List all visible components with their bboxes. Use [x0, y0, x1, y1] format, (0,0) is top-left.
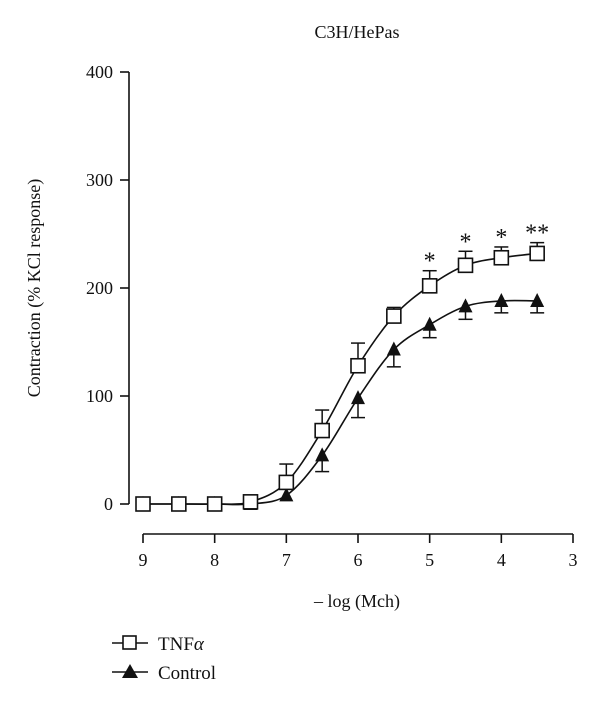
- legend-triangle-marker: [122, 664, 138, 678]
- significance-markers: ** * **: [424, 221, 550, 275]
- legend-square-marker: [122, 635, 137, 650]
- chart-title: C3H/HePas: [315, 22, 400, 42]
- y-tick-label: 400: [86, 62, 113, 82]
- y-tick-label: 200: [86, 278, 113, 298]
- legend-tnf-label: TNFα: [158, 634, 205, 655]
- data-point-square: [278, 474, 295, 491]
- data-point-square: [206, 496, 223, 512]
- series-tnf-line: [143, 252, 538, 505]
- x-tick-label: 8: [210, 550, 219, 570]
- data-point-square: [135, 496, 151, 512]
- y-axis-label: Contraction (% KCl response): [24, 179, 45, 397]
- y-tick-label: 300: [86, 170, 113, 190]
- x-axis-label: – log (Mch): [313, 591, 400, 612]
- data-point-square: [242, 494, 259, 510]
- data-point-triangle: [494, 292, 509, 307]
- y-tick-label: 100: [86, 386, 113, 406]
- data-point-square: [493, 249, 510, 266]
- data-point-square: [421, 278, 438, 294]
- data-point-square: [457, 257, 474, 274]
- data-point-triangle: [279, 487, 294, 502]
- data-point-square: [386, 308, 402, 324]
- x-tick-label: 3: [569, 550, 578, 570]
- series-tnf: [135, 241, 545, 512]
- x-tick-label: 7: [282, 550, 291, 570]
- y-tick-label: 0: [104, 494, 113, 514]
- series-control-line: [143, 299, 538, 506]
- data-point-square: [350, 357, 366, 374]
- data-point-square: [314, 422, 330, 439]
- legend-control-label: Control: [158, 663, 216, 684]
- series-layer: [135, 241, 545, 512]
- data-point-triangle: [422, 316, 437, 331]
- significance-star: *: [460, 229, 472, 255]
- legend: TNFα Control: [112, 634, 216, 684]
- data-point-triangle: [530, 292, 545, 307]
- significance-star: *: [424, 249, 436, 275]
- ticks: 0 100 200 300 400 9 8 7 6 5 4 3: [86, 62, 578, 570]
- data-point-triangle: [386, 341, 401, 356]
- data-point-triangle: [315, 447, 330, 462]
- data-point-square: [529, 245, 545, 262]
- x-tick-label: 6: [354, 550, 363, 570]
- data-point-triangle: [351, 390, 365, 405]
- series-control: [136, 292, 545, 510]
- significance-star: **: [525, 221, 549, 247]
- data-point-triangle: [458, 298, 473, 313]
- data-point-square: [171, 496, 187, 512]
- x-tick-label: 5: [425, 550, 434, 570]
- significance-star: *: [495, 225, 507, 251]
- x-tick-label: 4: [497, 550, 506, 570]
- x-tick-label: 9: [139, 550, 148, 570]
- axes: [128, 72, 573, 535]
